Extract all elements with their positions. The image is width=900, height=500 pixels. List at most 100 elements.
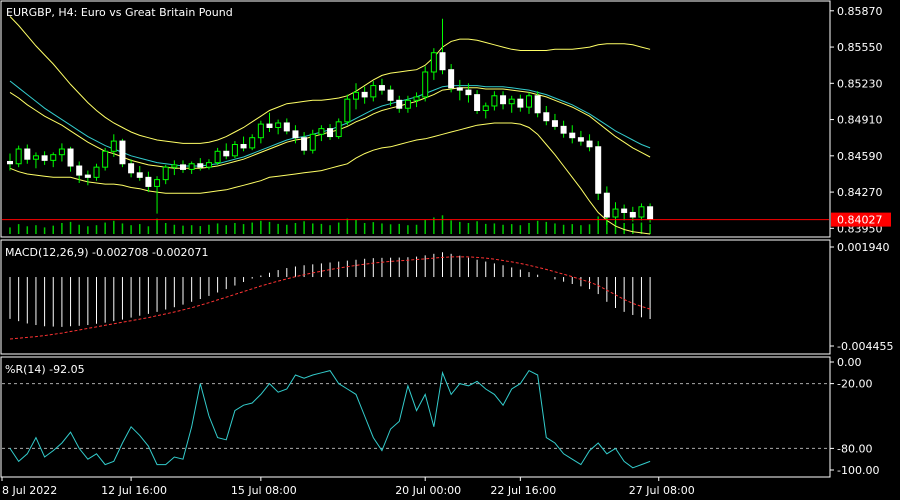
candle-body bbox=[543, 112, 550, 122]
candle-body bbox=[84, 174, 91, 178]
candle-body bbox=[180, 164, 186, 170]
candle-body bbox=[171, 164, 178, 168]
candle-body bbox=[128, 163, 135, 174]
price-tick-label: 0.85870 bbox=[837, 5, 883, 18]
candle-body bbox=[500, 95, 507, 105]
candle-body bbox=[119, 140, 126, 165]
candle-body bbox=[404, 99, 411, 109]
candle-body bbox=[612, 208, 619, 218]
macd-series bbox=[9, 252, 651, 340]
candle-body bbox=[586, 140, 593, 148]
wr-panel-border bbox=[0, 356, 831, 478]
candle-body bbox=[58, 148, 65, 156]
price-tick-label: 0.84590 bbox=[837, 150, 883, 163]
candle-body bbox=[292, 130, 299, 139]
candle-body bbox=[508, 98, 515, 105]
macd-panel[interactable] bbox=[0, 239, 831, 355]
candle-body bbox=[205, 162, 212, 168]
time-tick-label: 22 Jul 16:00 bbox=[490, 484, 556, 497]
time-tick-label: 8 Jul 2022 bbox=[2, 484, 57, 497]
candle-body bbox=[378, 85, 385, 91]
candle-body bbox=[110, 140, 117, 152]
candle-body bbox=[327, 128, 334, 138]
candle-body bbox=[621, 208, 628, 213]
candle-body bbox=[629, 211, 636, 218]
candle-body bbox=[240, 143, 247, 149]
macd-tick-label: 0.001940 bbox=[837, 241, 890, 254]
candle-body bbox=[551, 120, 558, 127]
time-tick-label: 12 Jul 16:00 bbox=[101, 484, 167, 497]
candle-body bbox=[318, 128, 325, 135]
williams-r-series bbox=[2, 369, 829, 469]
chart-title: EURGBP, H4: Euro vs Great Britain Pound bbox=[6, 6, 233, 19]
candle-body bbox=[309, 133, 316, 151]
price-series bbox=[2, 16, 829, 235]
candle-body bbox=[223, 150, 230, 157]
candle-body bbox=[647, 206, 654, 220]
candle-body bbox=[439, 52, 446, 71]
candle-body bbox=[67, 148, 74, 167]
candle-body bbox=[231, 143, 238, 157]
current-price-badge bbox=[831, 212, 891, 227]
wr-panel[interactable] bbox=[0, 356, 831, 478]
bollinger-lower-line bbox=[9, 122, 651, 235]
candle-body bbox=[526, 95, 532, 108]
candle-body bbox=[344, 98, 351, 123]
candle-body bbox=[197, 163, 204, 168]
candle-body bbox=[32, 155, 39, 160]
candle-body bbox=[465, 89, 472, 96]
candle-body bbox=[413, 96, 420, 101]
candle-body bbox=[283, 122, 290, 132]
time-tick-label: 15 Jul 08:00 bbox=[231, 484, 297, 497]
candle-body bbox=[370, 85, 377, 98]
candle-body bbox=[15, 148, 22, 165]
price-tick-label: 0.84910 bbox=[837, 114, 883, 127]
price-tick-label: 0.84270 bbox=[837, 186, 883, 199]
candle-body bbox=[430, 52, 437, 73]
williams-r-line bbox=[9, 369, 651, 469]
candle-body bbox=[491, 95, 498, 107]
candle-body bbox=[7, 160, 13, 165]
candle-body bbox=[162, 166, 169, 181]
macd-tick-label: -0.004455 bbox=[837, 340, 893, 353]
candle-body bbox=[603, 192, 610, 218]
candle-body bbox=[534, 95, 541, 114]
macd-signal-line bbox=[9, 256, 651, 340]
wr-tick-label: -80.00 bbox=[837, 442, 872, 455]
candle-body bbox=[569, 132, 576, 139]
candle-body bbox=[638, 206, 645, 218]
bollinger-upper-line bbox=[9, 16, 651, 144]
candle-body bbox=[396, 99, 403, 109]
axes: 0.85870 0.85550 0.85230 0.84910 0.84590 0.842… bbox=[1, 5, 893, 497]
wr-tick-label: -20.00 bbox=[837, 378, 872, 391]
macd-panel-border bbox=[0, 239, 831, 355]
main-panel[interactable] bbox=[0, 0, 831, 238]
candle-body bbox=[361, 91, 368, 98]
candle-body bbox=[482, 105, 489, 112]
candle-body bbox=[102, 150, 109, 168]
wr-tick-label: -100.00 bbox=[837, 464, 879, 477]
price-tick-label: 0.85230 bbox=[837, 77, 883, 90]
candle-body bbox=[353, 91, 359, 100]
candle-body bbox=[93, 166, 100, 178]
candle-body bbox=[24, 148, 31, 160]
time-tick-label: 20 Jul 00:00 bbox=[395, 484, 461, 497]
candle-body bbox=[456, 87, 463, 91]
candle-body bbox=[214, 150, 221, 164]
candle-body bbox=[577, 137, 584, 142]
candle-body bbox=[422, 71, 429, 98]
candle-body bbox=[474, 94, 481, 112]
candle-body bbox=[266, 123, 273, 128]
time-tick-label: 27 Jul 08:00 bbox=[629, 484, 695, 497]
candle-body bbox=[145, 176, 152, 187]
candle-body bbox=[275, 122, 282, 128]
wr-tick-label: 0.00 bbox=[837, 356, 862, 369]
wr-label: %R(14) -92.05 bbox=[5, 363, 85, 376]
candle-body bbox=[154, 179, 161, 187]
candle-body bbox=[595, 146, 602, 194]
candle-body bbox=[249, 137, 256, 149]
candle-body bbox=[76, 165, 83, 176]
candle-body bbox=[517, 98, 524, 108]
current-price-label: 0.84027 bbox=[837, 214, 883, 227]
